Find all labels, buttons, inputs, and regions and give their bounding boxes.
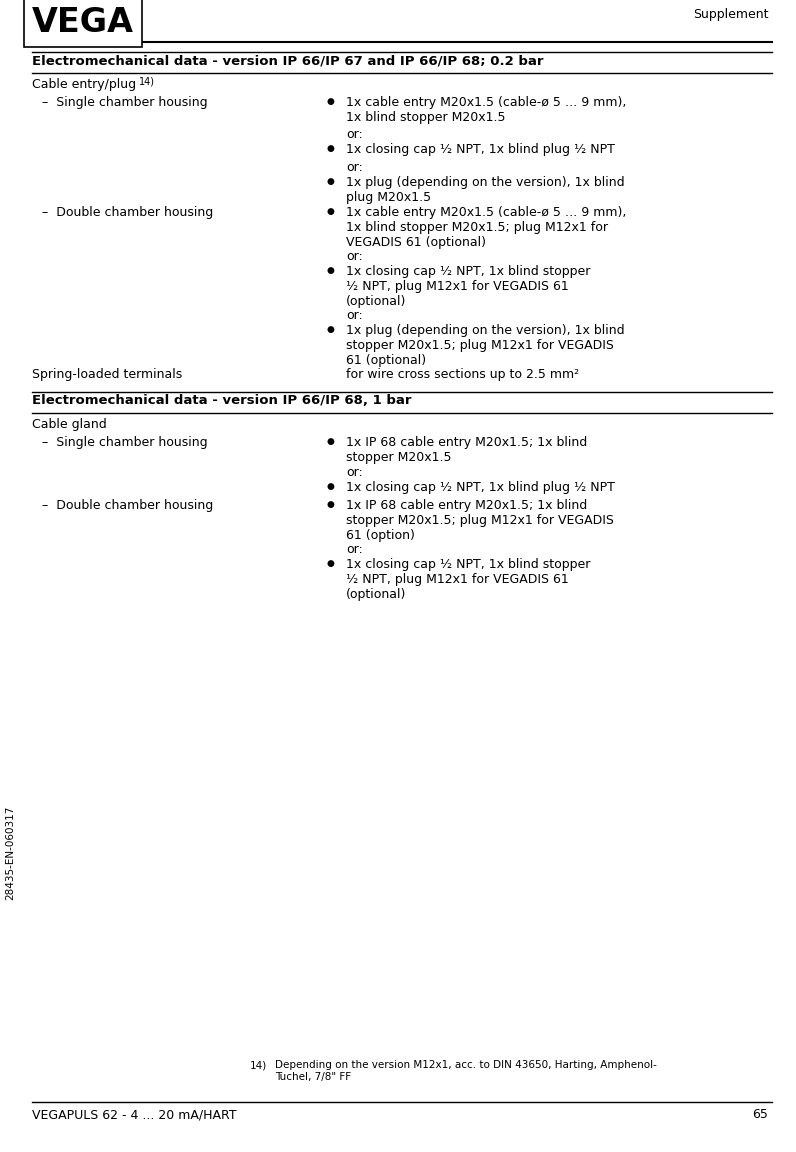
Text: 14): 14) (249, 1060, 267, 1070)
Text: or:: or: (346, 309, 363, 323)
Text: ●: ● (326, 437, 334, 446)
Text: ●: ● (326, 97, 334, 106)
Text: 1x cable entry M20x1.5 (cable-ø 5 … 9 mm),
1x blind stopper M20x1.5: 1x cable entry M20x1.5 (cable-ø 5 … 9 mm… (346, 96, 626, 124)
Text: Spring-loaded terminals: Spring-loaded terminals (32, 367, 182, 381)
Text: 1x cable entry M20x1.5 (cable-ø 5 … 9 mm),
1x blind stopper M20x1.5; plug M12x1 : 1x cable entry M20x1.5 (cable-ø 5 … 9 mm… (346, 206, 626, 249)
Text: or:: or: (346, 161, 363, 174)
Text: 28435-EN-060317: 28435-EN-060317 (5, 805, 15, 900)
Text: 1x closing cap ½ NPT, 1x blind plug ½ NPT: 1x closing cap ½ NPT, 1x blind plug ½ NP… (346, 482, 615, 494)
Text: ●: ● (326, 482, 334, 491)
Text: 1x plug (depending on the version), 1x blind
plug M20x1.5: 1x plug (depending on the version), 1x b… (346, 176, 625, 204)
Text: or:: or: (346, 543, 363, 556)
Text: 14): 14) (139, 77, 155, 88)
Text: 1x closing cap ½ NPT, 1x blind stopper
½ NPT, plug M12x1 for VEGADIS 61
(optiona: 1x closing cap ½ NPT, 1x blind stopper ½… (346, 265, 591, 308)
Text: or:: or: (346, 128, 363, 141)
Text: 1x IP 68 cable entry M20x1.5; 1x blind
stopper M20x1.5; plug M12x1 for VEGADIS
6: 1x IP 68 cable entry M20x1.5; 1x blind s… (346, 499, 615, 541)
Text: ●: ● (326, 500, 334, 509)
Text: Cable gland: Cable gland (32, 418, 107, 431)
Text: Electromechanical data - version IP 66/IP 67 and IP 66/IP 68; 0.2 bar: Electromechanical data - version IP 66/I… (32, 54, 544, 67)
Text: 1x closing cap ½ NPT, 1x blind plug ½ NPT: 1x closing cap ½ NPT, 1x blind plug ½ NP… (346, 143, 615, 156)
Text: ●: ● (326, 144, 334, 153)
Text: or:: or: (346, 250, 363, 263)
Text: 65: 65 (752, 1108, 768, 1121)
Text: for wire cross sections up to 2.5 mm²: for wire cross sections up to 2.5 mm² (346, 367, 579, 381)
Text: Electromechanical data - version IP 66/IP 68, 1 bar: Electromechanical data - version IP 66/I… (32, 394, 412, 407)
Text: –  Double chamber housing: – Double chamber housing (42, 499, 213, 511)
Text: or:: or: (346, 467, 363, 479)
Text: ●: ● (326, 266, 334, 275)
Text: –  Single chamber housing: – Single chamber housing (42, 435, 208, 449)
Text: ●: ● (326, 207, 334, 217)
Text: Cable entry/plug: Cable entry/plug (32, 78, 140, 91)
Text: 1x plug (depending on the version), 1x blind
stopper M20x1.5; plug M12x1 for VEG: 1x plug (depending on the version), 1x b… (346, 324, 625, 367)
Text: 1x closing cap ½ NPT, 1x blind stopper
½ NPT, plug M12x1 for VEGADIS 61
(optiona: 1x closing cap ½ NPT, 1x blind stopper ½… (346, 558, 591, 601)
Text: Depending on the version M12x1, acc. to DIN 43650, Harting, Amphenol-
Tuchel, 7/: Depending on the version M12x1, acc. to … (275, 1060, 657, 1082)
Text: VEGA: VEGA (32, 6, 134, 39)
Text: ●: ● (326, 177, 334, 185)
Text: –  Double chamber housing: – Double chamber housing (42, 206, 213, 219)
Text: –  Single chamber housing: – Single chamber housing (42, 96, 208, 109)
Text: 1x IP 68 cable entry M20x1.5; 1x blind
stopper M20x1.5: 1x IP 68 cable entry M20x1.5; 1x blind s… (346, 435, 587, 464)
Text: ●: ● (326, 325, 334, 334)
Text: ●: ● (326, 559, 334, 568)
Text: VEGAPULS 62 - 4 ... 20 mA/HART: VEGAPULS 62 - 4 ... 20 mA/HART (32, 1108, 236, 1121)
Text: Supplement: Supplement (693, 8, 768, 21)
